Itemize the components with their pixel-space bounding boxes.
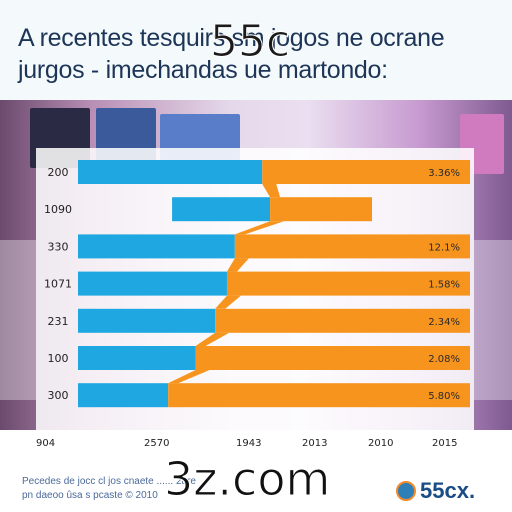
x-tick-label-4: 2010 [368, 438, 394, 449]
bar-blue-0 [78, 160, 263, 184]
bar-blue-6 [78, 383, 169, 408]
bar-orange-2 [234, 234, 470, 259]
brand-logo-icon [396, 481, 416, 501]
bar-connector-1 [234, 221, 285, 235]
x-tick-label-0: 904 [36, 438, 56, 449]
bar-orange-6 [168, 383, 470, 408]
category-label-1: 1090 [44, 203, 72, 216]
category-label-5: 100 [48, 352, 69, 365]
category-label-6: 300 [48, 389, 69, 402]
bar-connector-0 [262, 184, 281, 198]
bar-orange-4 [215, 308, 470, 333]
chart-panel: 200 3.36% 1090 330 12.1% 1071 1.58% 231 2.34% 100… [36, 148, 474, 430]
x-tick-label-5: 2015 [432, 438, 458, 449]
category-label-4: 231 [48, 315, 69, 328]
bar-blue-1 [172, 197, 271, 222]
bar-chart: 200 3.36% 1090 330 12.1% 1071 1.58% 231 2.34% 100… [44, 160, 470, 408]
bar-blue-4 [78, 308, 216, 333]
x-tick-label-3: 2013 [302, 438, 328, 449]
bar-connector-4 [195, 332, 230, 346]
bar-orange-1 [270, 197, 372, 222]
bar-connector-3 [215, 295, 241, 309]
brand-text: 55cx. [420, 478, 476, 503]
bar-blue-3 [78, 271, 227, 296]
bar-blue-5 [78, 346, 196, 370]
percent-label-2: 12.1% [428, 242, 460, 253]
bar-connector-2 [226, 258, 249, 272]
bar-orange-5 [195, 346, 470, 370]
title-line-1: A recentes tesquirs sm jogos ne ocrane [18, 24, 445, 52]
bar-connector-5 [168, 370, 210, 384]
x-tick-label-2: 1943 [236, 438, 262, 449]
category-label-2: 330 [48, 240, 69, 253]
percent-label-0: 3.36% [428, 168, 460, 179]
percent-label-6: 5.80% [428, 391, 460, 402]
x-tick-label-1: 2570 [144, 438, 170, 449]
footer-line-1: Pecedes de jocc cl jos cnaete ...... 2ar… [22, 476, 196, 487]
shelf-right [474, 240, 512, 400]
category-label-0: 200 [48, 166, 69, 179]
bar-orange-3 [226, 271, 470, 296]
header: A recentes tesquirs sm jogos ne ocrane j… [0, 0, 512, 100]
percent-label-3: 1.58% [428, 280, 460, 291]
category-label-3: 1071 [44, 278, 72, 291]
percent-label-4: 2.34% [428, 317, 460, 328]
bar-blue-2 [78, 234, 235, 259]
shelf-left [0, 240, 36, 400]
brand: 55cx. [396, 478, 475, 504]
footer-line-2: pn daeoo ûsa s pcaste © 2010 [22, 490, 158, 501]
percent-label-5: 2.08% [428, 354, 460, 365]
watermark-top: 55c [209, 16, 291, 68]
title-line-2: jurgos - imechandas ue martondo: [18, 56, 388, 84]
bar-orange-0 [262, 160, 470, 184]
watermark-bottom: 3z.com [163, 452, 331, 507]
